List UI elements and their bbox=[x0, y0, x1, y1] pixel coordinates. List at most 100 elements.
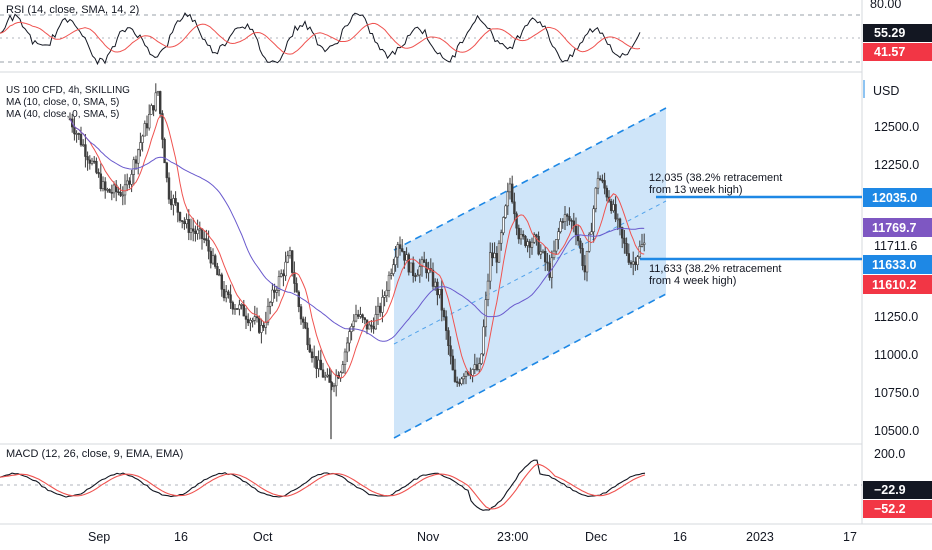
candle-body bbox=[543, 250, 547, 263]
candle-body bbox=[614, 204, 617, 220]
rsi-signal-tag-value: 41.57 bbox=[874, 45, 905, 59]
macd-tag-line: −22.9 bbox=[863, 481, 932, 499]
candle-body bbox=[222, 289, 226, 299]
candle-body bbox=[592, 208, 595, 233]
candle-body bbox=[420, 259, 424, 268]
candle-body bbox=[449, 345, 452, 357]
price-tick-11250: 11250.0 bbox=[874, 310, 918, 324]
candle-body bbox=[510, 183, 514, 203]
candle-body bbox=[348, 331, 351, 344]
candle-body bbox=[484, 299, 487, 328]
candle-body bbox=[475, 364, 479, 370]
time-label-16-dec: 16 bbox=[673, 530, 687, 544]
candle-body bbox=[585, 250, 589, 273]
candle-body bbox=[590, 231, 593, 235]
candle-body bbox=[236, 308, 239, 310]
price-tick-10500: 10500.0 bbox=[874, 424, 919, 438]
candle-body bbox=[442, 309, 446, 318]
candle-body bbox=[225, 291, 228, 299]
candle-body bbox=[145, 123, 149, 129]
time-axis[interactable]: Sep 16 Oct Nov 23:00 Dec 16 2023 17 bbox=[88, 530, 857, 544]
candle-body bbox=[282, 273, 285, 277]
candle-body bbox=[554, 239, 558, 252]
candle-body bbox=[79, 134, 83, 146]
candle-body bbox=[266, 305, 270, 323]
time-label-2300: 23:00 bbox=[497, 530, 528, 544]
time-label-16-sep: 16 bbox=[174, 530, 188, 544]
candle-body bbox=[134, 159, 138, 164]
macd-panel[interactable]: MACD (12, 26, close, 9, EMA, EMA) 200.0 bbox=[0, 447, 905, 511]
candle-body bbox=[546, 261, 549, 264]
macd-tick-200: 200.0 bbox=[874, 447, 905, 461]
macd-signal-line bbox=[0, 463, 646, 510]
candle-body bbox=[627, 253, 631, 263]
candle-body bbox=[152, 105, 155, 111]
annotation-12035-line1: 12,035 (38.2% retracement bbox=[649, 172, 782, 184]
candle-body bbox=[394, 256, 397, 266]
candle-body bbox=[174, 198, 177, 204]
candle-body bbox=[304, 322, 307, 329]
candle-body bbox=[262, 325, 265, 328]
rsi-tag-value: 55.29 bbox=[874, 26, 905, 40]
candle-body bbox=[374, 314, 377, 330]
candle-body bbox=[150, 105, 153, 115]
time-label-nov: Nov bbox=[417, 530, 440, 544]
candle-body bbox=[508, 183, 512, 193]
candle-body bbox=[482, 326, 485, 355]
rsi-panel[interactable]: RSI (14, close, SMA, 14, 2) 80.00 bbox=[0, 0, 901, 66]
candle-body bbox=[418, 266, 421, 276]
candle-body bbox=[255, 316, 259, 319]
candle-body bbox=[642, 242, 646, 245]
rsi-signal-line bbox=[0, 21, 641, 55]
candle-body bbox=[231, 302, 234, 310]
annotation-12035-line2: from 13 week high) bbox=[649, 184, 743, 196]
candle-body bbox=[559, 221, 562, 233]
candle-body bbox=[293, 272, 296, 284]
candle-body bbox=[497, 242, 501, 263]
macd-tag-value: −22.9 bbox=[874, 483, 906, 497]
price-tick-11000: 11000.0 bbox=[874, 348, 918, 362]
candle-body bbox=[640, 244, 644, 247]
price-tag-11633: 11633.0 bbox=[863, 255, 932, 274]
candle-body bbox=[251, 320, 254, 322]
candle-body bbox=[214, 255, 217, 267]
candle-body bbox=[310, 351, 314, 359]
candle-body bbox=[473, 364, 476, 370]
candle-body bbox=[579, 240, 582, 249]
price-panel[interactable]: US 100 CFD, 4h, SKILLING MA (10, close, … bbox=[6, 80, 919, 440]
price-tag-12035-value: 12035.0 bbox=[872, 191, 917, 205]
candle-body bbox=[334, 374, 338, 387]
candle-body bbox=[631, 261, 635, 265]
channel-upper-line[interactable] bbox=[393, 107, 667, 251]
price-tag-ma40-value: 11769.7 bbox=[872, 221, 917, 235]
time-label-17: 17 bbox=[843, 530, 857, 544]
candle-body bbox=[277, 276, 281, 291]
price-legend-ma10: MA (10, close, 0, SMA, 5) bbox=[6, 97, 119, 108]
candle-body bbox=[363, 317, 366, 321]
candle-body bbox=[620, 227, 624, 239]
rsi-title: RSI (14, close, SMA, 14, 2) bbox=[6, 4, 139, 16]
candle-body bbox=[389, 273, 393, 276]
candle-body bbox=[176, 202, 179, 213]
candle-body bbox=[194, 230, 197, 234]
candle-body bbox=[200, 228, 204, 239]
candle-body bbox=[137, 149, 140, 164]
channel-lower-line[interactable] bbox=[393, 293, 667, 439]
candle-body bbox=[165, 162, 168, 179]
candle-body bbox=[517, 227, 521, 240]
candle-body bbox=[238, 304, 241, 310]
candle-body bbox=[343, 351, 347, 365]
candle-body bbox=[273, 289, 276, 293]
candle-body bbox=[464, 371, 468, 377]
candle-body bbox=[491, 252, 494, 259]
candle-body bbox=[576, 234, 580, 242]
candle-body bbox=[328, 374, 331, 383]
candle-body bbox=[187, 219, 190, 233]
candle-body bbox=[416, 274, 419, 277]
candle-body bbox=[308, 344, 311, 353]
candle-body bbox=[422, 259, 426, 263]
candle-body bbox=[139, 142, 142, 151]
candle-body bbox=[616, 218, 620, 221]
candle-body bbox=[574, 225, 578, 235]
